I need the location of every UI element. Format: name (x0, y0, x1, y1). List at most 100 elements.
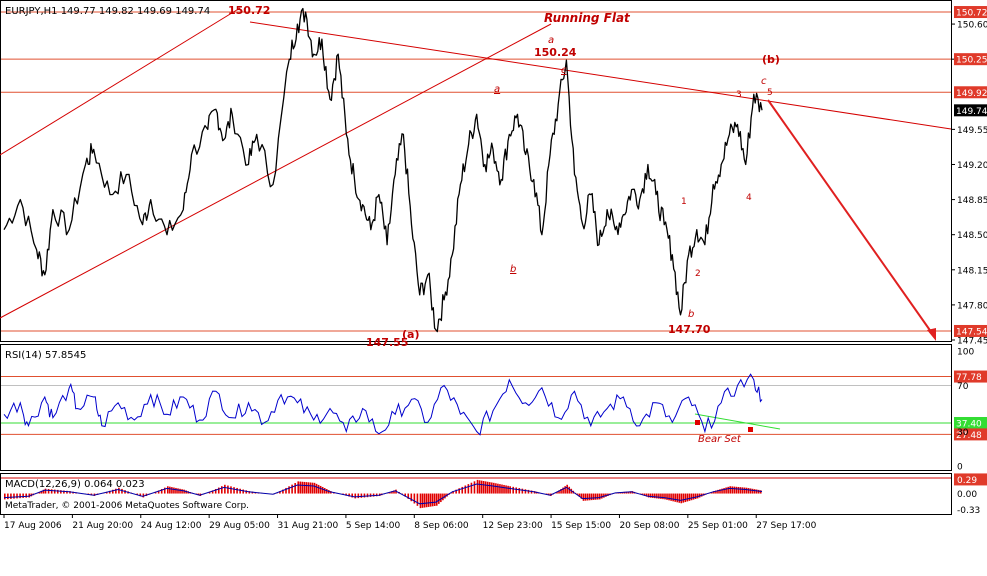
macd-bar (136, 493, 139, 495)
macd-bar (680, 493, 683, 504)
time-tick-label: 27 Sep 17:00 (756, 521, 816, 531)
macd-bar (111, 489, 114, 494)
wave-annotations: Running Flat 150.72 150.24 a c a b b c (… (228, 4, 780, 445)
rsi-panel-frame (0, 344, 952, 471)
macd-bar (105, 491, 108, 494)
wave-b-low: b (688, 309, 694, 320)
macd-bar (16, 493, 18, 499)
macd-bar (643, 493, 646, 496)
macd-header: MACD(12,26,9) 0.064 0.023 (5, 479, 145, 490)
rsi-series (3, 373, 763, 436)
macd-level-badge (954, 473, 987, 486)
macd-bar (372, 493, 375, 497)
macd-tick-label: -0.33 (957, 506, 980, 516)
macd-bar (173, 487, 175, 494)
macd-bar (594, 493, 597, 500)
macd-bar (47, 488, 50, 494)
macd-bar (713, 491, 715, 494)
price-tick-label: 148.15 (957, 266, 987, 276)
rsi-tick-label: 70 (957, 382, 969, 392)
macd-bar (715, 490, 717, 494)
macd-bar (568, 486, 571, 494)
time-tick-label: 25 Sep 01:00 (688, 521, 748, 531)
macd-bar (578, 493, 581, 497)
projection-line (767, 99, 935, 337)
macd-bar (175, 487, 177, 494)
macd-bar (211, 490, 214, 494)
macd-bar (674, 493, 676, 502)
macd-bar (580, 493, 583, 499)
macd-bar (294, 483, 296, 494)
macd-bar (63, 490, 65, 494)
macd-bar (369, 493, 372, 497)
price-tick-label: 149.20 (957, 161, 987, 171)
wave-c-right: c (761, 76, 767, 87)
macd-bar (590, 493, 593, 501)
macd-bar (501, 484, 503, 494)
macd-bar (325, 489, 328, 494)
macd-bar (721, 488, 723, 494)
trend-channel (0, 7, 952, 319)
macd-bar (44, 488, 47, 494)
macd-bar (588, 493, 591, 501)
macd-bar (656, 493, 658, 499)
macd-bar (512, 486, 514, 494)
macd-bar (694, 493, 697, 500)
macd-bar (672, 493, 674, 502)
macd-bar (431, 493, 434, 507)
macd-bar (450, 492, 452, 494)
rsi-level-label: 77.78 (956, 373, 982, 383)
price-badge-bg (954, 104, 987, 117)
macd-bar (658, 493, 660, 499)
running-flat-title: Running Flat (544, 11, 631, 25)
macd-bar (139, 493, 142, 497)
macd-bar (556, 491, 558, 494)
rsi-level-label: 37.40 (956, 419, 982, 429)
macd-histogram (3, 479, 763, 509)
macd-bar (505, 485, 507, 494)
macd-bar (183, 489, 185, 494)
macd-bar (19, 493, 21, 499)
macd-bar (433, 493, 436, 507)
macd-bar (421, 493, 424, 508)
rsi-level-label: 27.48 (956, 431, 982, 441)
price-badge-bg (954, 53, 987, 66)
macd-bar (440, 493, 442, 503)
macd-bar (757, 489, 760, 494)
wave-a-mid: a (494, 84, 500, 95)
macd-bar (524, 489, 527, 494)
price-badge-bg (954, 6, 987, 19)
macd-bar (311, 482, 314, 494)
macd-bar (490, 482, 493, 494)
macd-bar (60, 490, 62, 494)
macd-bar (495, 483, 497, 494)
macd-bar (366, 493, 369, 498)
macd-bar (214, 488, 217, 494)
rsi-tick-label: 100 (957, 348, 974, 358)
wave-4: 4 (746, 193, 752, 203)
time-tick-label: 8 Sep 06:00 (414, 521, 469, 531)
macd-bar (393, 490, 395, 494)
macd-bar (467, 484, 470, 494)
macd-bar (315, 483, 318, 494)
time-tick-label: 15 Sep 15:00 (551, 521, 611, 531)
macd-bar (688, 493, 691, 501)
macd-bar (735, 486, 738, 494)
macd-bar (245, 490, 248, 494)
price-axis: 150.60 150.25 149.55 149.20 148.85 148.50 148.… (951, 21, 987, 347)
macd-bar (351, 493, 354, 498)
macd-bar (425, 493, 428, 508)
macd-signal-line (3, 483, 763, 505)
macd-bar (676, 493, 679, 503)
macd-bar (301, 481, 304, 494)
price-badge-label: 149.92 (956, 89, 987, 99)
macd-bar (711, 492, 713, 494)
macd-bar (4, 493, 6, 500)
low-label-a: 147.55 (366, 336, 408, 349)
macd-bar (473, 481, 476, 494)
macd-bar (670, 493, 672, 501)
macd-bar (319, 485, 322, 494)
macd-bar (521, 488, 524, 494)
macd-bar (509, 486, 511, 494)
